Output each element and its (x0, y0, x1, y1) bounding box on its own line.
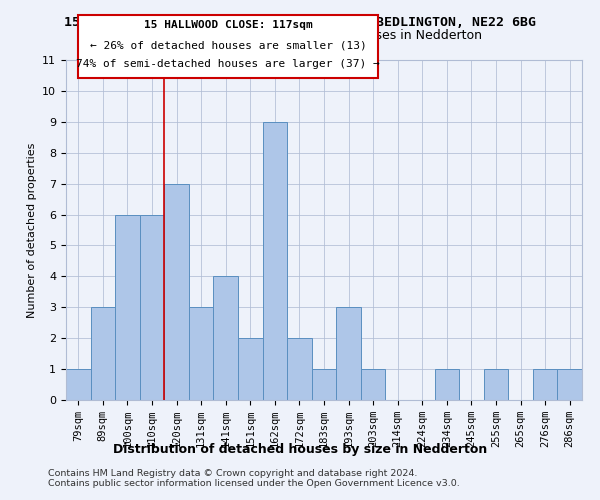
Bar (214, 276, 238, 400)
Bar (91, 308, 115, 400)
Bar (336, 308, 361, 400)
Bar (189, 308, 214, 400)
Bar (557, 369, 582, 400)
Text: 15 HALLWOOD CLOSE: 117sqm: 15 HALLWOOD CLOSE: 117sqm (143, 20, 313, 30)
Bar (434, 369, 459, 400)
Bar (533, 369, 557, 400)
Text: ← 26% of detached houses are smaller (13): ← 26% of detached houses are smaller (13… (89, 40, 367, 50)
Bar (312, 369, 336, 400)
Bar (263, 122, 287, 400)
Y-axis label: Number of detached properties: Number of detached properties (27, 142, 37, 318)
Bar (484, 369, 508, 400)
Text: Contains HM Land Registry data © Crown copyright and database right 2024.: Contains HM Land Registry data © Crown c… (48, 469, 418, 478)
Text: Size of property relative to detached houses in Nedderton: Size of property relative to detached ho… (118, 29, 482, 42)
Text: Contains public sector information licensed under the Open Government Licence v3: Contains public sector information licen… (48, 479, 460, 488)
Text: 15, HALLWOOD CLOSE, NEDDERTON VILLAGE, BEDLINGTON, NE22 6BG: 15, HALLWOOD CLOSE, NEDDERTON VILLAGE, B… (64, 16, 536, 29)
Text: 74% of semi-detached houses are larger (37) →: 74% of semi-detached houses are larger (… (76, 59, 380, 69)
Text: Distribution of detached houses by size in Nedderton: Distribution of detached houses by size … (113, 442, 487, 456)
Bar (66, 369, 91, 400)
Bar (361, 369, 385, 400)
Bar (140, 214, 164, 400)
Bar (115, 214, 140, 400)
Bar (164, 184, 189, 400)
Bar (287, 338, 312, 400)
Bar (238, 338, 263, 400)
